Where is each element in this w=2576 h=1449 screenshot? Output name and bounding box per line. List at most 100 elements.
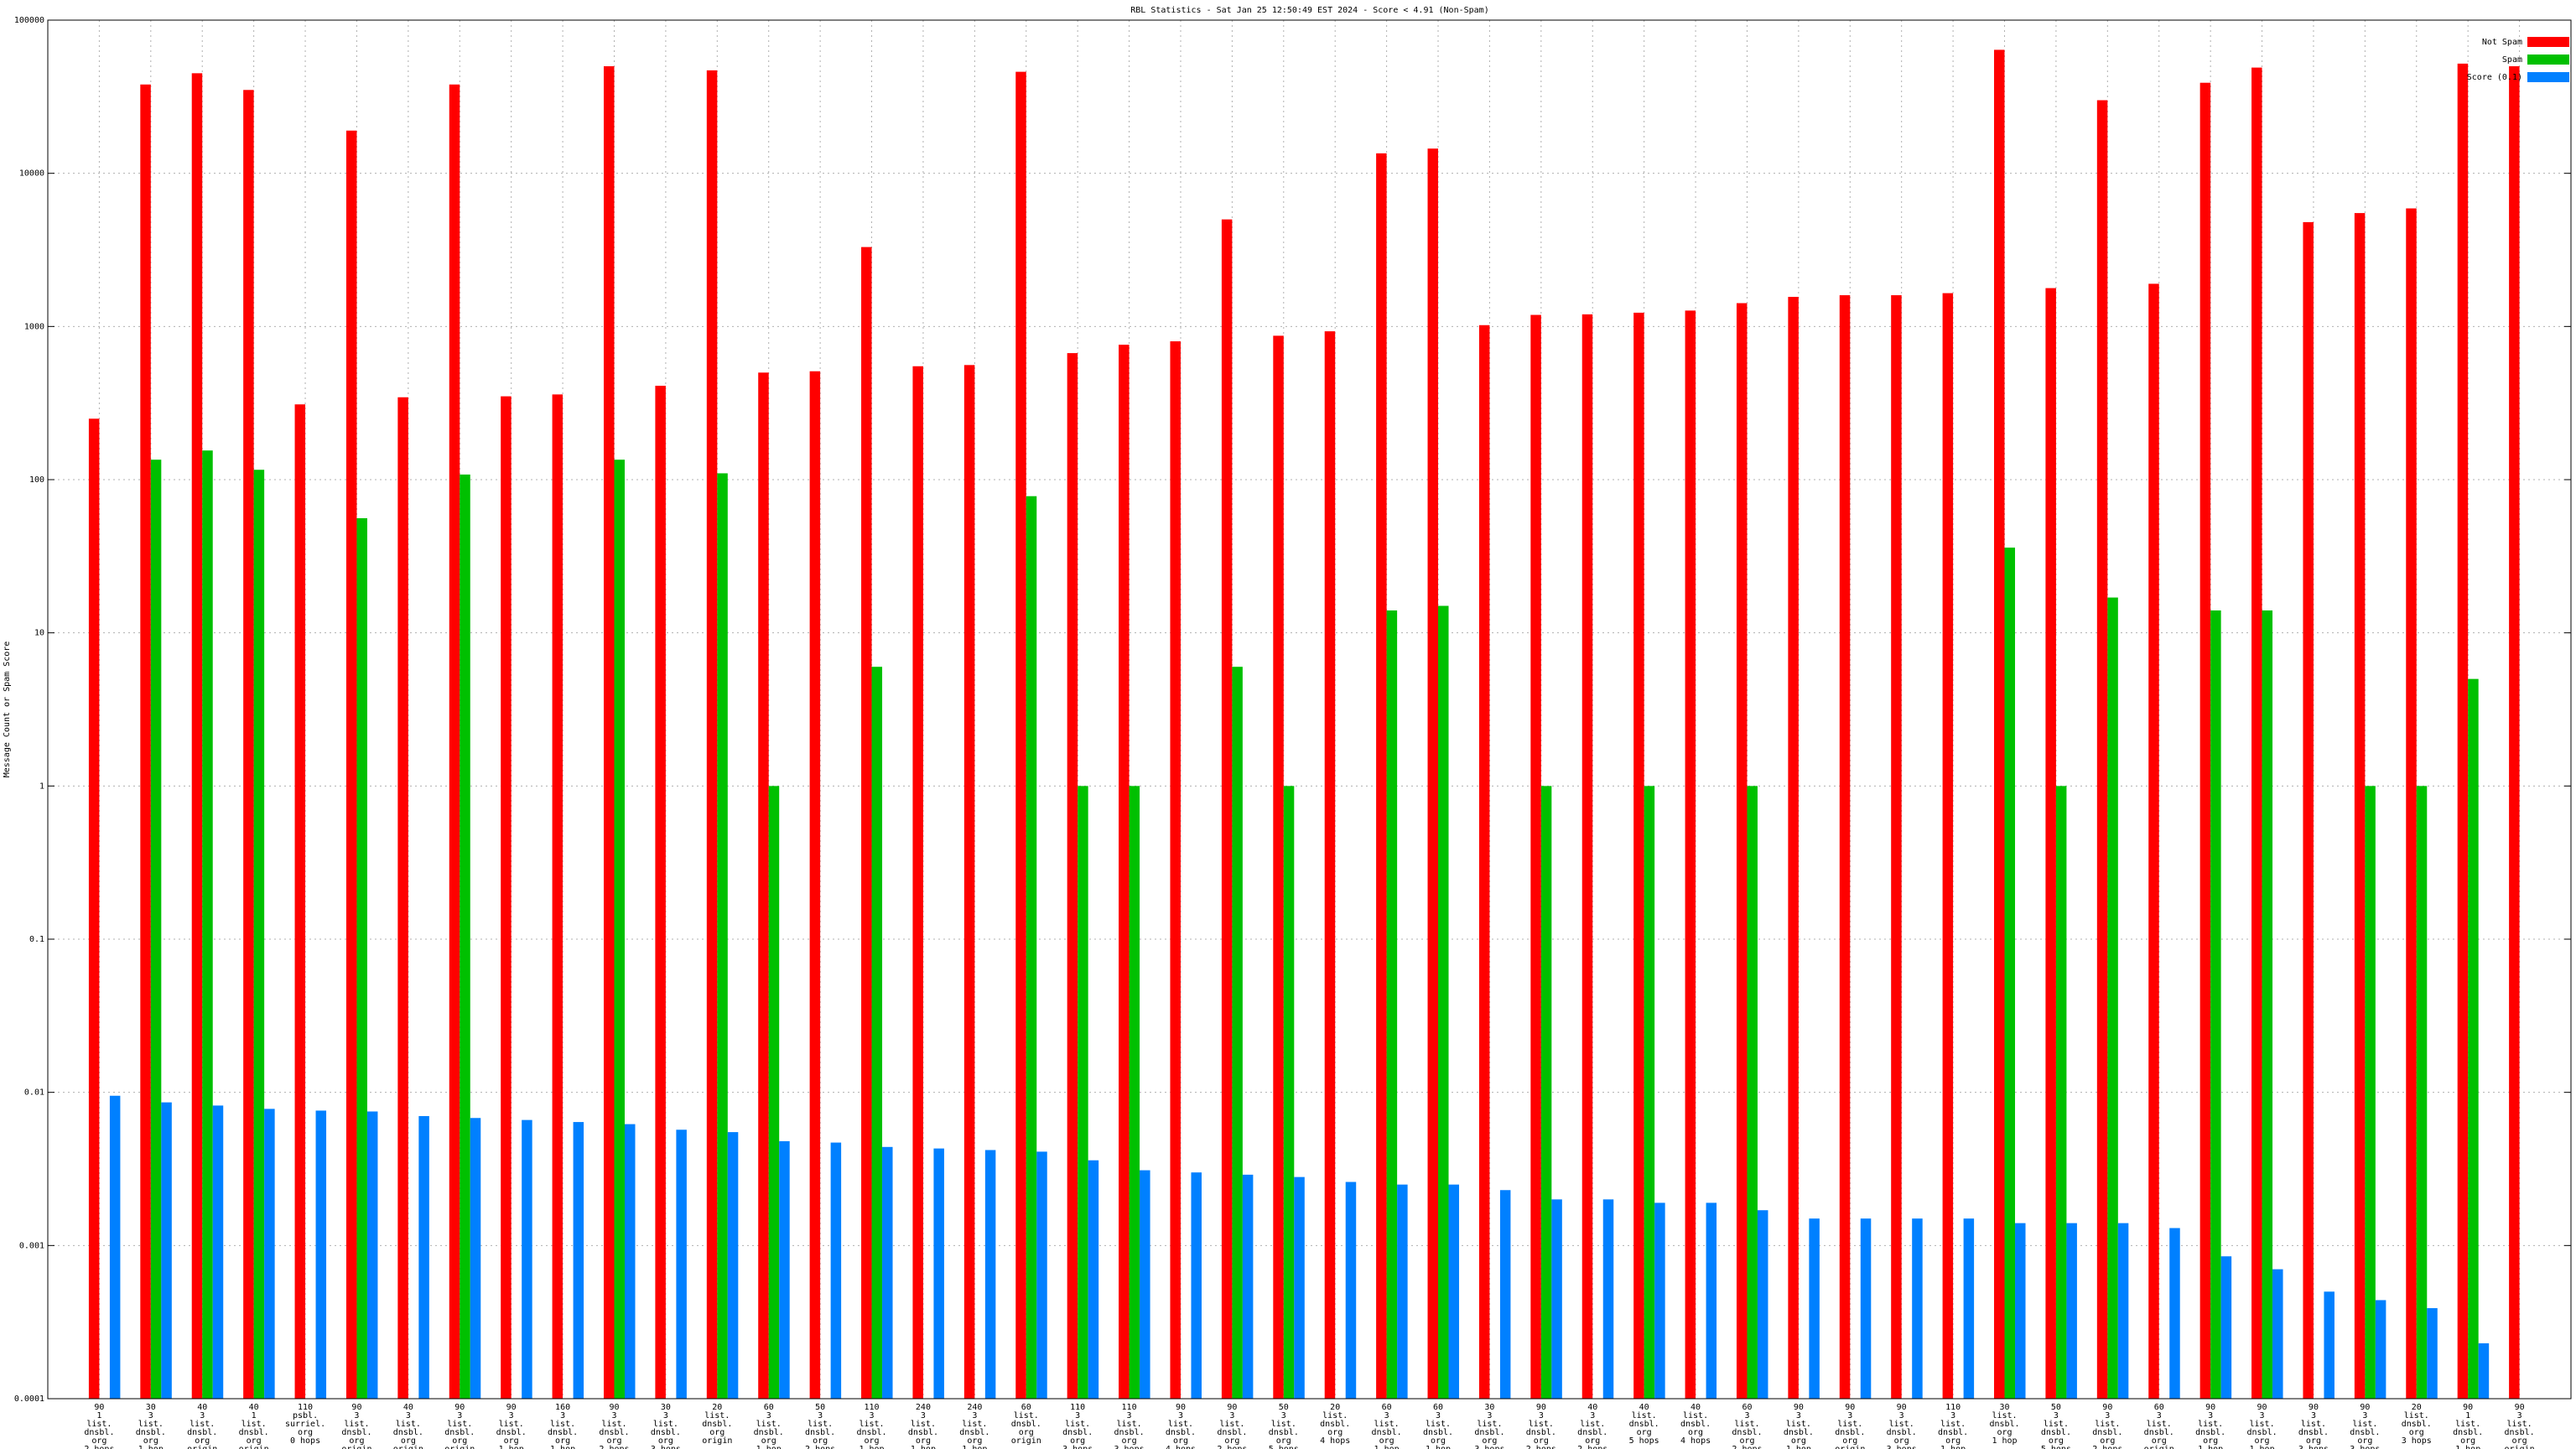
x-tick-line: org bbox=[1997, 1428, 2012, 1437]
x-tick-line: 1 hop bbox=[138, 1445, 164, 1449]
bar bbox=[1088, 1160, 1099, 1399]
x-tick-line: 3 bbox=[1950, 1411, 1955, 1420]
x-tick-line: list. bbox=[1889, 1420, 1914, 1429]
x-tick-line: 90 bbox=[1897, 1403, 1907, 1412]
bar bbox=[1078, 786, 1088, 1399]
x-tick-line: org bbox=[967, 1436, 982, 1446]
x-tick-line: 3 bbox=[1281, 1411, 1286, 1420]
bar bbox=[2107, 597, 2118, 1399]
bar bbox=[2303, 221, 2314, 1399]
x-tick-line: list. bbox=[1580, 1420, 1605, 1429]
legend-swatch bbox=[2527, 55, 2569, 65]
x-tick-line: 90 bbox=[609, 1403, 619, 1412]
bar bbox=[294, 404, 306, 1399]
bar bbox=[2375, 1300, 2386, 1399]
x-tick-line: 50 bbox=[1279, 1403, 1289, 1412]
bar bbox=[1757, 1210, 1768, 1399]
bar bbox=[2272, 1269, 2283, 1399]
x-tick-line: list. bbox=[1734, 1420, 1759, 1429]
bar bbox=[2066, 1223, 2077, 1399]
y-tick-label: 100 bbox=[29, 475, 44, 485]
bar bbox=[1129, 786, 1140, 1399]
x-tick-line: dnsbl. bbox=[1989, 1420, 2019, 1429]
x-tick-line: dnsbl. bbox=[2298, 1428, 2329, 1437]
x-tick-line: dnsbl. bbox=[1062, 1428, 1093, 1437]
bar bbox=[1581, 314, 1593, 1399]
x-tick-line: dnsbl. bbox=[84, 1428, 114, 1437]
bar bbox=[624, 1124, 636, 1399]
bar bbox=[2427, 1308, 2438, 1399]
x-tick-line: 40 bbox=[1639, 1403, 1649, 1412]
x-tick-line: 3 bbox=[406, 1411, 411, 1420]
x-tick-line: 110 bbox=[1070, 1403, 1085, 1412]
x-tick-line: org bbox=[1585, 1436, 1600, 1446]
bar bbox=[1448, 1184, 1460, 1399]
x-tick-line: dnsbl. bbox=[2195, 1428, 2225, 1437]
x-tick-line: 20 bbox=[1330, 1403, 1340, 1412]
x-tick-line: org bbox=[1688, 1428, 1703, 1437]
bar bbox=[614, 460, 625, 1399]
x-tick-line: list. bbox=[1477, 1420, 1502, 1429]
x-tick-line: origin bbox=[1835, 1445, 1865, 1449]
x-tick-line: 110 bbox=[1122, 1403, 1137, 1412]
x-tick-line: 1 bbox=[96, 1411, 101, 1420]
x-tick-line: dnsbl. bbox=[393, 1428, 423, 1437]
x-tick-line: list. bbox=[859, 1420, 884, 1429]
bar bbox=[552, 394, 564, 1399]
x-tick-line: dnsbl. bbox=[1269, 1428, 1299, 1437]
x-tick-line: origin bbox=[239, 1445, 269, 1449]
x-tick-line: org bbox=[813, 1436, 828, 1446]
x-tick-line: org bbox=[709, 1428, 724, 1437]
bar bbox=[676, 1130, 687, 1399]
bar bbox=[109, 1095, 121, 1399]
x-tick-line: 40 bbox=[249, 1403, 259, 1412]
x-tick-line: 90 bbox=[1227, 1403, 1237, 1412]
x-tick-line: org bbox=[1894, 1436, 1909, 1446]
x-tick-line: org bbox=[1945, 1436, 1961, 1446]
x-tick-line: origin bbox=[187, 1445, 217, 1449]
bar bbox=[1119, 345, 1130, 1399]
x-tick-line: 1 hop bbox=[756, 1445, 782, 1449]
x-tick-line: list. bbox=[2198, 1420, 2223, 1429]
bar bbox=[1809, 1218, 1820, 1399]
bar bbox=[460, 474, 470, 1400]
bar bbox=[202, 450, 213, 1400]
x-tick-line: org bbox=[2049, 1436, 2064, 1446]
x-tick-line: list. bbox=[1219, 1420, 1244, 1429]
x-tick-line: dnsbl. bbox=[2092, 1428, 2122, 1437]
x-tick-line: list. bbox=[1426, 1420, 1451, 1429]
x-tick-line: list. bbox=[2249, 1420, 2274, 1429]
x-tick-label: 110 psbl. surriel. org 0 hops bbox=[285, 1403, 325, 1446]
bar bbox=[779, 1140, 790, 1399]
x-tick-line: org bbox=[2357, 1436, 2372, 1446]
bar bbox=[603, 65, 615, 1399]
x-tick-line: 3 bbox=[1075, 1411, 1080, 1420]
bar bbox=[1242, 1174, 1254, 1399]
x-tick-line: list. bbox=[2147, 1420, 2172, 1429]
bar bbox=[1438, 605, 1449, 1399]
x-tick-line: list. bbox=[1529, 1420, 1554, 1429]
x-tick-line: list. bbox=[1271, 1420, 1296, 1429]
x-tick-line: 90 bbox=[1845, 1403, 1855, 1412]
bar bbox=[2015, 1223, 2026, 1399]
bar bbox=[2004, 548, 2016, 1399]
x-tick-line: dnsbl. bbox=[959, 1428, 989, 1437]
x-tick-line: 3 bbox=[972, 1411, 977, 1420]
bar bbox=[1499, 1190, 1511, 1399]
x-tick-line: 60 bbox=[1742, 1403, 1752, 1412]
x-tick-line: 60 bbox=[1382, 1403, 1392, 1412]
bar bbox=[1345, 1182, 1357, 1399]
y-tick-label: 100000 bbox=[14, 16, 44, 25]
x-tick-line: list. bbox=[2352, 1420, 2377, 1429]
bar bbox=[1036, 1151, 1047, 1399]
x-tick-line: 4 hops bbox=[1680, 1436, 1711, 1446]
x-tick-line: 2 hops bbox=[1732, 1445, 1762, 1449]
x-tick-line: 2 hops bbox=[1526, 1445, 1556, 1449]
